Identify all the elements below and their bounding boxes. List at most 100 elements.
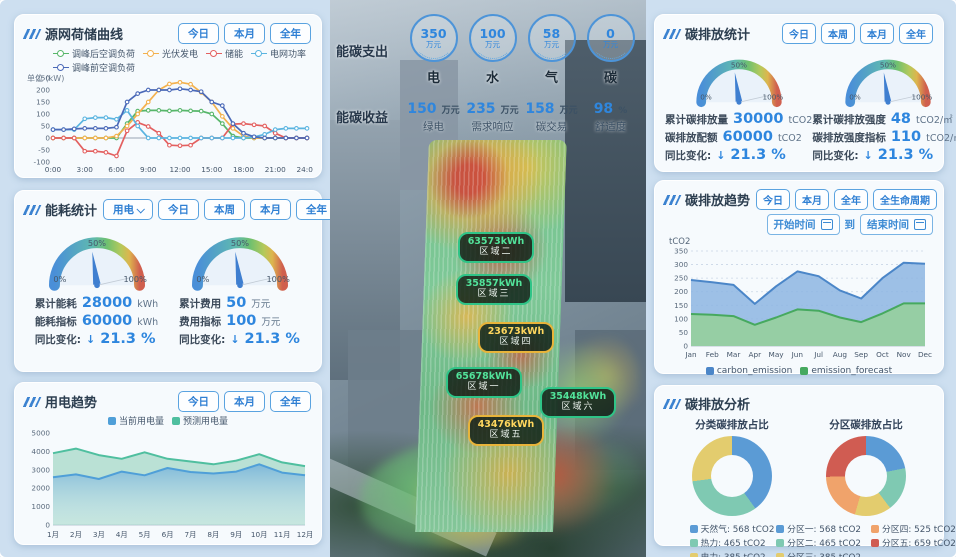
svg-text:0:00: 0:00 (45, 165, 62, 174)
svg-text:250: 250 (36, 74, 50, 83)
svg-text:2000: 2000 (31, 484, 50, 493)
zone-emission-donut (826, 436, 906, 516)
svg-text:150: 150 (36, 98, 50, 107)
svg-text:100%: 100% (762, 92, 783, 101)
legend-item: 光伏发电 (143, 47, 198, 60)
donut-legend-item: 分区二: 465 tCO2 (776, 536, 861, 549)
this-week-button[interactable]: 本周 (204, 199, 246, 220)
legend-item: 电网功率 (251, 47, 306, 60)
panel-carbon-emission-statistics: 碳排放统计 今日 本周 本月 全年 0% 50% 100% 累计碳排放量 30000 t… (654, 14, 956, 172)
this-month-button[interactable]: 本月 (795, 189, 830, 210)
svg-text:200: 200 (36, 86, 50, 95)
donut-legend-item: 热力: 465 tCO2 (689, 536, 775, 549)
svg-text:1月: 1月 (47, 530, 59, 539)
svg-text:6:00: 6:00 (108, 165, 125, 174)
svg-text:-100: -100 (33, 158, 50, 167)
donut-legend-item: 分区三: 385 tCO2 (776, 550, 861, 557)
panel-title: 源网荷储曲线 (45, 28, 124, 43)
donut-legend-item: 分区五: 659 tCO2 (871, 536, 956, 549)
donut-title: 分区碳排放占比 (829, 419, 903, 431)
today-button[interactable]: 今日 (756, 189, 791, 210)
today-button[interactable]: 今日 (178, 391, 219, 412)
this-month-button[interactable]: 本月 (250, 199, 292, 220)
svg-text:0: 0 (45, 521, 50, 530)
svg-text:3月: 3月 (93, 530, 105, 539)
expense-label: 能碳支出 (336, 44, 389, 60)
panel-slashes-icon (662, 398, 682, 409)
zone-badge[interactable]: 43476kWh 区域五 (468, 415, 544, 446)
panel-header: 源网荷储曲线 今日 本月 全年 (22, 23, 311, 44)
this-year-button[interactable]: 全年 (296, 199, 338, 220)
svg-text:50: 50 (679, 328, 689, 337)
donut-legend-item: 分区一: 568 tCO2 (776, 522, 861, 535)
carbon-intensity-gauge: 0% 50% 100% (832, 46, 944, 110)
svg-text:12月: 12月 (297, 530, 313, 539)
income-label: 能碳收益 (336, 110, 389, 126)
svg-text:7月: 7月 (184, 530, 196, 539)
y-axis-unit-label: tCO2 (669, 237, 691, 247)
this-month-button[interactable]: 本月 (224, 391, 265, 412)
this-month-button[interactable]: 本月 (860, 23, 894, 44)
value-ring: 100 万元 (468, 14, 517, 62)
carbon-emission-gauge: 0% 50% 100% (683, 46, 795, 110)
zone-badge[interactable]: 63573kWh 区域二 (458, 232, 534, 263)
stat-row-yoy: 同比变化: ↓ 21.3 % (812, 147, 934, 163)
today-button[interactable]: 今日 (782, 23, 816, 44)
date-to-label: 到 (844, 219, 856, 231)
legend-item: 当前用电量 (107, 414, 164, 427)
panel-title: 碳排放分析 (685, 398, 751, 413)
start-date-picker[interactable]: 开始时间 (766, 214, 840, 235)
chevron-down-icon (136, 205, 145, 214)
today-button[interactable]: 今日 (178, 23, 219, 44)
this-year-button[interactable]: 全年 (899, 23, 933, 44)
stat-row: 能耗指标 60000 kWh (34, 313, 159, 329)
zone-badge[interactable]: 35857kWh 区域三 (456, 274, 532, 305)
this-year-button[interactable]: 全年 (834, 189, 869, 210)
svg-text:4000: 4000 (31, 447, 50, 456)
this-week-button[interactable]: 本周 (821, 23, 855, 44)
income-demand-response: 235 万元 需求响应 (466, 101, 519, 133)
zone-badge[interactable]: 23673kWh 区域四 (478, 322, 554, 353)
svg-text:11月: 11月 (274, 530, 291, 539)
donut-legend-item: 天然气: 568 tCO2 (689, 522, 774, 535)
svg-text:Apr: Apr (749, 350, 762, 359)
panel-source-grid-storage-curve: 源网荷储曲线 今日 本月 全年 调峰后空调负荷 光伏发电 储能 电网功率 调峰前空调负荷… (14, 14, 322, 178)
svg-text:100: 100 (674, 314, 688, 323)
energy-carbon-overlay: 能碳支出 350 万元 电 100 万元 水 58 万元 气 0 万元 碳 能碳收益 1… (336, 14, 640, 134)
donut-legend-item: 电力: 385 tCO2 (689, 550, 775, 557)
panel-slashes-icon (662, 28, 682, 39)
this-year-button[interactable]: 全年 (270, 23, 311, 44)
today-button[interactable]: 今日 (158, 199, 200, 220)
zone-badge[interactable]: 65678kWh 区域一 (446, 367, 522, 398)
stat-row: 碳排放配额 60000 tCO2 (665, 129, 802, 145)
svg-text:Mar: Mar (727, 350, 741, 359)
panel-title: 用电趋势 (45, 396, 98, 411)
panel-title: 能耗统计 (45, 204, 98, 219)
panel-slashes-icon (22, 28, 42, 39)
svg-text:May: May (769, 350, 785, 359)
time-filter-buttons: 今日 本月 全年 (178, 391, 311, 412)
svg-text:2月: 2月 (70, 530, 82, 539)
stat-row: 费用指标 100 万元 (179, 313, 281, 329)
legend-item: 调峰前空调负荷 (53, 61, 135, 74)
energy-type-dropdown[interactable]: 用电 (103, 199, 154, 220)
dropdown-label: 用电 (113, 204, 135, 216)
svg-text:Oct: Oct (876, 350, 889, 359)
svg-text:0%: 0% (53, 274, 66, 284)
end-date-picker[interactable]: 结束时间 (860, 214, 933, 235)
panel-carbon-emission-trend: 碳排放趋势 今日 本月 全年 全生命周期 开始时间 到 结束时间 tCO2 35… (654, 180, 944, 376)
lifecycle-button[interactable]: 全生命周期 (873, 189, 938, 210)
panel-header: 碳排放统计 今日 本周 本月 全年 (662, 23, 933, 44)
svg-text:50%: 50% (731, 60, 747, 69)
svg-text:5月: 5月 (139, 530, 151, 539)
zone-badge[interactable]: 35448kWh 区域六 (540, 387, 616, 418)
legend-item: 预测用电量 (172, 414, 228, 427)
svg-text:300: 300 (674, 260, 688, 269)
energy-cost-gauge: 0% 50% 100% (177, 222, 303, 294)
this-year-button[interactable]: 全年 (270, 391, 311, 412)
this-month-button[interactable]: 本月 (224, 23, 265, 44)
